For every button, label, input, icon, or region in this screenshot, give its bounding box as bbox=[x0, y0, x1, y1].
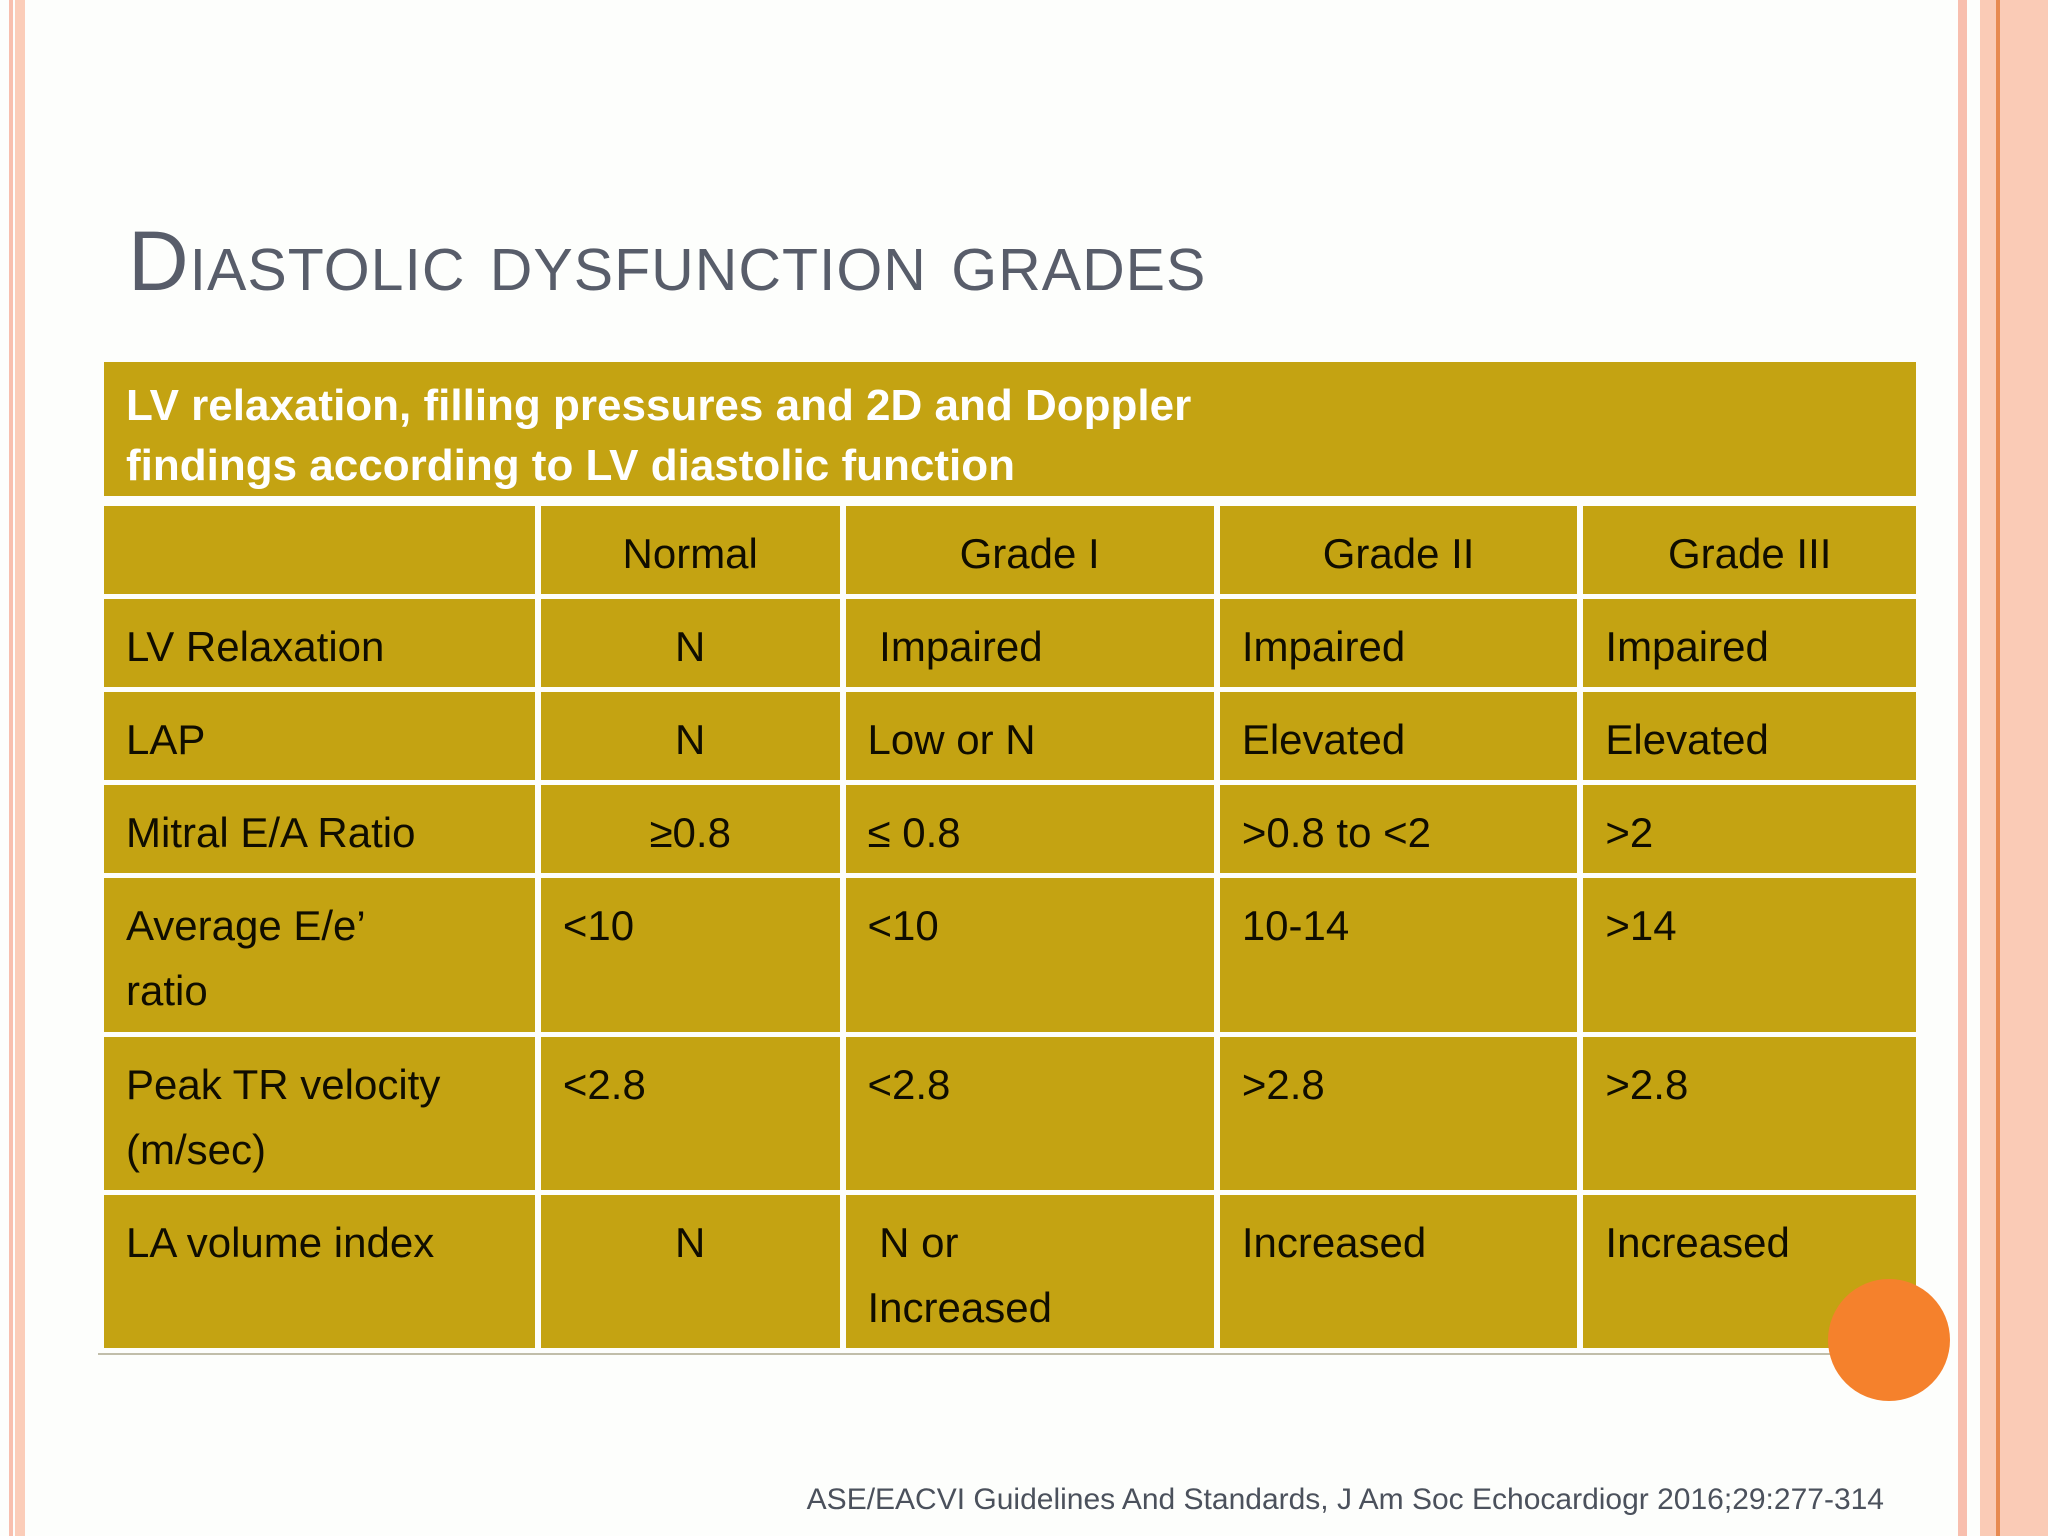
table-cell: N or Increased bbox=[845, 1194, 1214, 1348]
table-cell: Impaired bbox=[845, 599, 1214, 688]
table-row: Peak TR velocity (m/sec) <2.8 <2.8 >2.8 … bbox=[104, 1036, 1916, 1190]
citation-text: ASE/EACVI Guidelines And Standards, J Am… bbox=[806, 1483, 1884, 1516]
table-cell: Increased bbox=[1219, 1194, 1578, 1348]
table-cell: Increased bbox=[1583, 1194, 1916, 1348]
table-cell: >2 bbox=[1583, 785, 1916, 874]
table-cell: <2.8 bbox=[845, 1036, 1214, 1190]
column-header-grade-1: Grade I bbox=[845, 506, 1214, 595]
table-cell: 10-14 bbox=[1219, 878, 1578, 1032]
slide-title: Diastolic dysfunction grades bbox=[128, 214, 1207, 308]
table-header-row: Normal Grade I Grade II Grade III bbox=[104, 506, 1916, 595]
table-cell: <10 bbox=[845, 878, 1214, 1032]
row-label: Mitral E/A Ratio bbox=[104, 785, 535, 874]
table-cell: Elevated bbox=[1583, 692, 1916, 781]
table-cell: <10 bbox=[540, 878, 840, 1032]
column-header-grade-2: Grade II bbox=[1219, 506, 1578, 595]
table-cell: <2.8 bbox=[540, 1036, 840, 1190]
right-border-stripe-thin bbox=[1958, 0, 1967, 1536]
column-header-normal: Normal bbox=[540, 506, 840, 595]
row-label: Average E/e’ ratio bbox=[104, 878, 535, 1032]
left-border-stripe-wide bbox=[15, 0, 25, 1536]
table-row: LA volume index N N or Increased Increas… bbox=[104, 1194, 1916, 1348]
right-border-accent-line bbox=[1996, 0, 2000, 1536]
table-cell: N bbox=[540, 599, 840, 688]
table-cell: ≤ 0.8 bbox=[845, 785, 1214, 874]
table-cell: Elevated bbox=[1219, 692, 1578, 781]
table-cell: N bbox=[540, 692, 840, 781]
column-header-empty bbox=[104, 506, 535, 595]
row-label: LA volume index bbox=[104, 1194, 535, 1348]
table-cell: N bbox=[540, 1194, 840, 1348]
left-border-stripe-thin bbox=[9, 0, 13, 1536]
table-cell: Impaired bbox=[1583, 599, 1916, 688]
diastolic-grades-table: LV relaxation, filling pressures and 2D … bbox=[98, 362, 1922, 1355]
table-cell: >2.8 bbox=[1219, 1036, 1578, 1190]
table-row: Average E/e’ ratio <10 <10 10-14 >14 bbox=[104, 878, 1916, 1032]
table-row: Mitral E/A Ratio ≥0.8 ≤ 0.8 >0.8 to <2 >… bbox=[104, 785, 1916, 874]
table-cell: Low or N bbox=[845, 692, 1214, 781]
column-header-grade-3: Grade III bbox=[1583, 506, 1916, 595]
table-row: LAP N Low or N Elevated Elevated bbox=[104, 692, 1916, 781]
table-grid: Normal Grade I Grade II Grade III LV Rel… bbox=[98, 501, 1922, 1355]
table-caption: LV relaxation, filling pressures and 2D … bbox=[104, 362, 1916, 496]
row-label: Peak TR velocity (m/sec) bbox=[104, 1036, 535, 1190]
table-cell: Impaired bbox=[1219, 599, 1578, 688]
table-cell: >14 bbox=[1583, 878, 1916, 1032]
row-label: LV Relaxation bbox=[104, 599, 535, 688]
row-label: LAP bbox=[104, 692, 535, 781]
table-cell: >2.8 bbox=[1583, 1036, 1916, 1190]
right-border-band bbox=[1980, 0, 2048, 1536]
accent-circle bbox=[1828, 1279, 1950, 1401]
table-cell: >0.8 to <2 bbox=[1219, 785, 1578, 874]
table-row: LV Relaxation N Impaired Impaired Impair… bbox=[104, 599, 1916, 688]
table-cell: ≥0.8 bbox=[540, 785, 840, 874]
